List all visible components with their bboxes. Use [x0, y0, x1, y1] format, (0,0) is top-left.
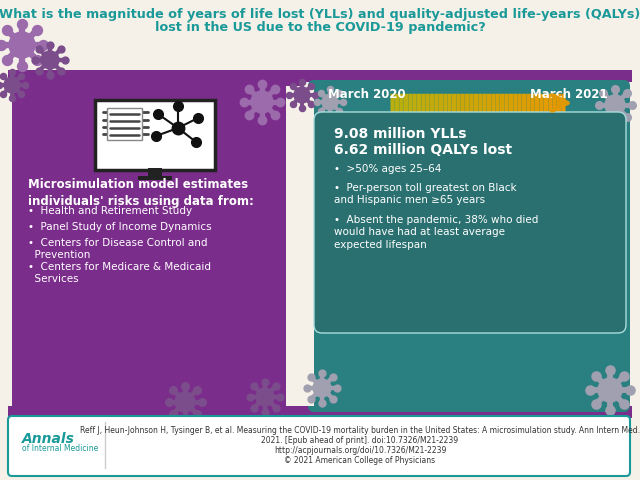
- Circle shape: [322, 94, 338, 110]
- Text: Reff J, Heun-Johnson H, Tysinger B, et al. Measuring the COVID-19 mortality burd: Reff J, Heun-Johnson H, Tysinger B, et a…: [80, 426, 640, 435]
- Text: •  Per-person toll greatest on Black
and Hispanic men ≥65 years: • Per-person toll greatest on Black and …: [334, 183, 516, 205]
- Text: March 2021: March 2021: [530, 88, 607, 101]
- Text: 6.62 million QALYs lost: 6.62 million QALYs lost: [334, 143, 512, 157]
- Circle shape: [256, 388, 274, 406]
- Bar: [8, 406, 632, 418]
- Text: of Internal Medicine: of Internal Medicine: [22, 444, 99, 453]
- Bar: [148, 168, 162, 177]
- Bar: [8, 70, 632, 82]
- FancyBboxPatch shape: [107, 108, 142, 140]
- Circle shape: [313, 379, 331, 397]
- Circle shape: [9, 32, 35, 58]
- FancyBboxPatch shape: [4, 69, 636, 422]
- Circle shape: [605, 95, 625, 115]
- Circle shape: [175, 392, 195, 412]
- Text: •  Absent the pandemic, 38% who died
would have had at least average
expected li: • Absent the pandemic, 38% who died woul…: [334, 215, 538, 250]
- FancyBboxPatch shape: [308, 80, 630, 412]
- Circle shape: [251, 91, 273, 113]
- Text: http://acpjournals.org/doi/10.7326/M21-2239: http://acpjournals.org/doi/10.7326/M21-2…: [274, 446, 446, 455]
- FancyBboxPatch shape: [8, 416, 630, 476]
- Text: Annals: Annals: [22, 432, 75, 446]
- Polygon shape: [286, 86, 314, 406]
- Circle shape: [4, 77, 20, 93]
- Text: •  Centers for Disease Control and
  Prevention: • Centers for Disease Control and Preven…: [28, 238, 207, 260]
- FancyBboxPatch shape: [95, 100, 215, 170]
- Text: March 2020: March 2020: [328, 88, 406, 101]
- Circle shape: [41, 51, 59, 69]
- Text: •  >50% ages 25–64: • >50% ages 25–64: [334, 164, 442, 174]
- Circle shape: [294, 87, 310, 103]
- Text: •  Health and Retirement Study: • Health and Retirement Study: [28, 206, 192, 216]
- Circle shape: [598, 378, 622, 402]
- FancyBboxPatch shape: [314, 112, 626, 333]
- Text: •  Panel Study of Income Dynamics: • Panel Study of Income Dynamics: [28, 222, 212, 232]
- FancyBboxPatch shape: [12, 80, 302, 412]
- Text: •  Centers for Medicare & Medicaid
  Services: • Centers for Medicare & Medicaid Servic…: [28, 262, 211, 284]
- Text: What is the magnitude of years of life lost (YLLs) and quality-adjusted life-yea: What is the magnitude of years of life l…: [0, 8, 640, 21]
- Text: © 2021 American College of Physicians: © 2021 American College of Physicians: [284, 456, 436, 465]
- Text: 9.08 million YLLs: 9.08 million YLLs: [334, 127, 467, 141]
- Text: Microsimulation model estimates
individuals' risks using data from:: Microsimulation model estimates individu…: [28, 178, 254, 208]
- Text: 2021. [Epub ahead of print]. doi:10.7326/M21-2239: 2021. [Epub ahead of print]. doi:10.7326…: [261, 436, 459, 445]
- Bar: [138, 176, 172, 180]
- Text: lost in the US due to the COVID-19 pandemic?: lost in the US due to the COVID-19 pande…: [155, 21, 485, 34]
